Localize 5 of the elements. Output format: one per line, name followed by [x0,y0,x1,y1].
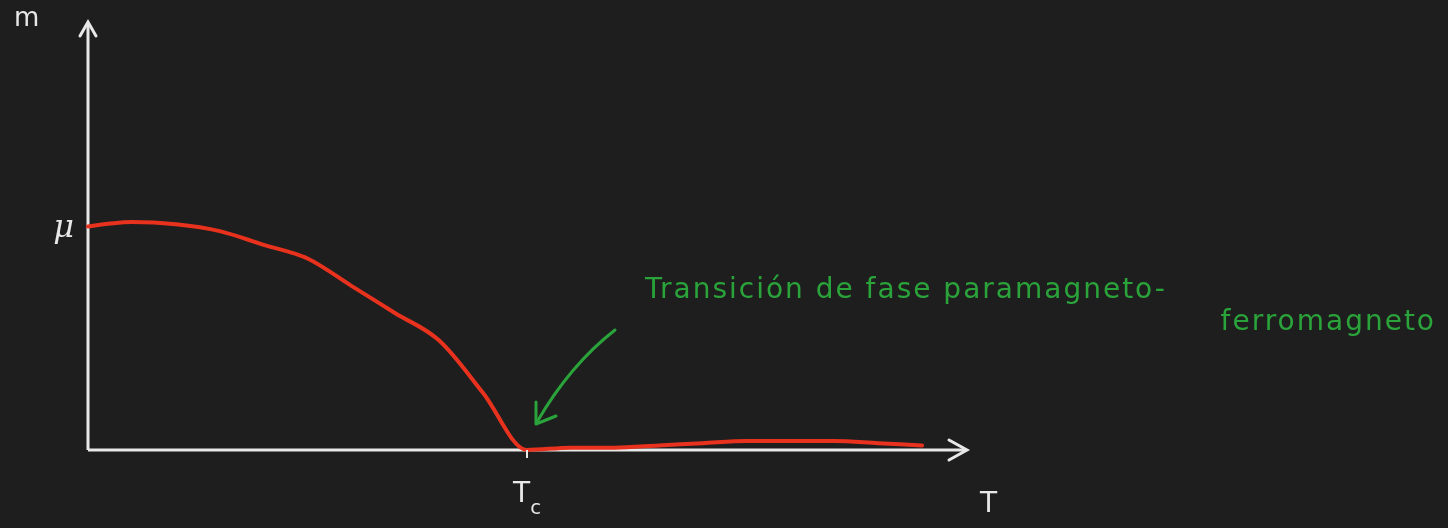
annotation: T$_{c}$ [512,476,541,519]
x-axis-title: T [979,486,998,519]
text: μ [53,206,74,245]
text: Transición de fase paramagneto-ferromagneto [645,272,1436,337]
text: m [14,2,40,32]
